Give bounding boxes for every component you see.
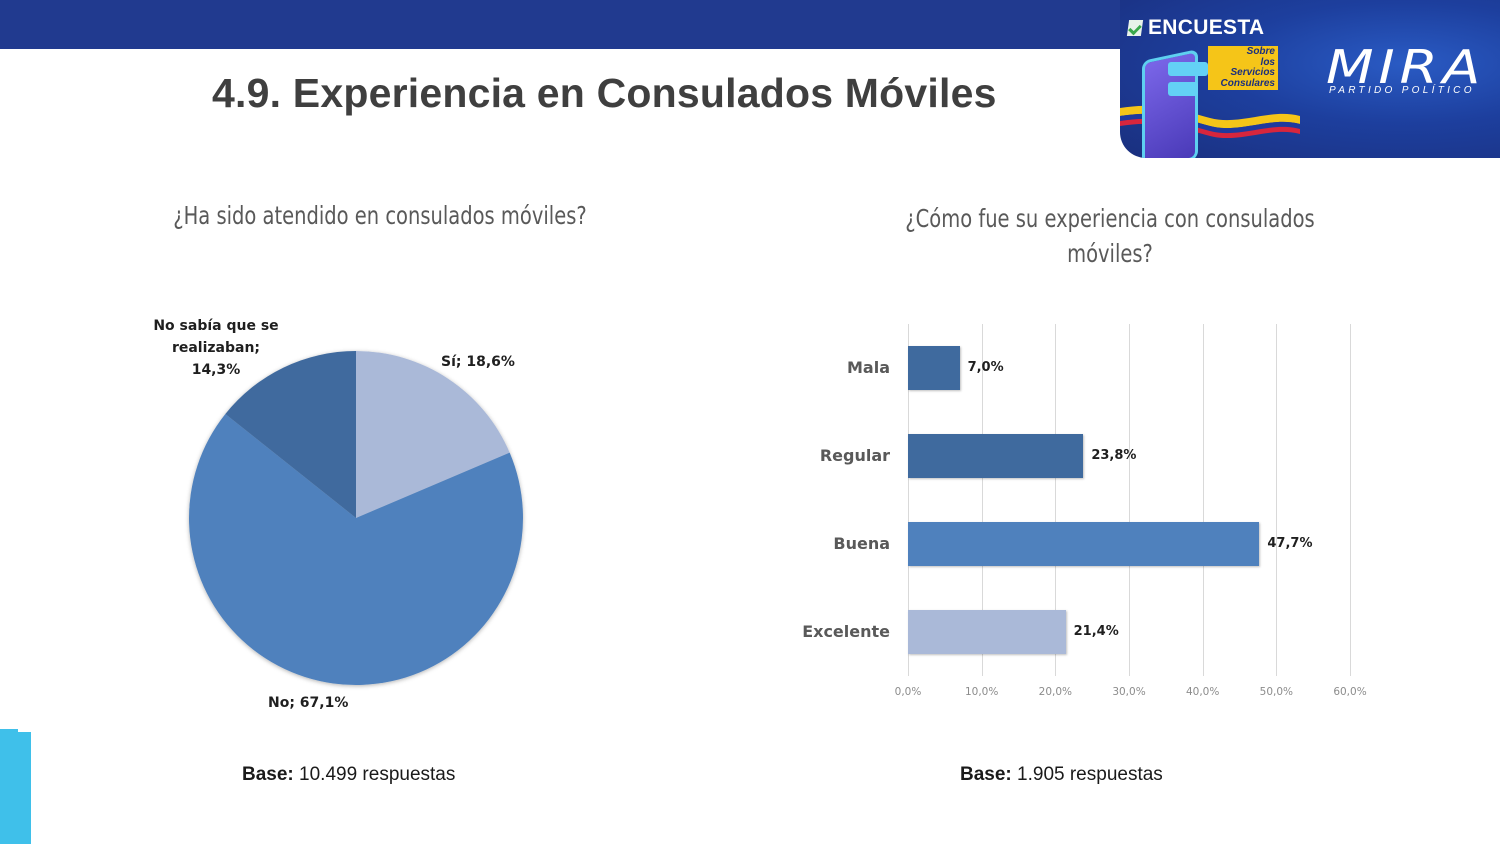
survey-badge: ENCUESTA [1126, 16, 1265, 40]
survey-tag: Sobre los Servicios Consulares [1208, 46, 1278, 90]
pie-slices [189, 351, 523, 685]
bar-category-label: Excelente [802, 622, 890, 641]
gridline [1129, 324, 1130, 676]
pie-label-no: No; 67,1% [268, 695, 349, 711]
x-axis-tick: 10,0% [964, 686, 999, 698]
survey-label: ENCUESTA [1148, 16, 1265, 39]
pie-chart [189, 351, 523, 685]
pie-slice [225, 351, 356, 518]
bar-base-note: Base: 1.905 respuestas [960, 764, 1163, 785]
bar-chart-question: ¿Cómo fue su experiencia con consulados … [905, 204, 1315, 268]
mira-logo: MIRA [1326, 40, 1486, 94]
check-icon [1126, 20, 1144, 36]
page-title: 4.9. Experiencia en Consulados Móviles [212, 70, 997, 116]
gridline [908, 324, 909, 676]
gridline [1055, 324, 1057, 676]
bar-value-label: 23,8% [1091, 448, 1137, 463]
ui-card-icon [1168, 82, 1198, 96]
bar-value-label: 21,4% [1073, 624, 1119, 639]
brand-banner: ENCUESTA Sobre los Servicios Consulares … [1120, 0, 1500, 158]
pie-label-si: Sí; 18,6% [441, 354, 515, 370]
title-panel [0, 49, 1122, 189]
bar-mala [908, 346, 960, 390]
bar-value-label: 47,7% [1267, 536, 1313, 551]
gridline [1350, 324, 1351, 676]
bar-chart: 7,0% 23,8% 47,7% 21,4% [908, 324, 1351, 676]
x-axis-tick: 20,0% [1038, 686, 1072, 698]
bar-buena [908, 522, 1260, 566]
mira-logo-subtitle: PARTIDO POLÍTICO [1329, 85, 1475, 96]
pie-label-nosabia: No sabía que se realizaban; 14,3% [153, 318, 279, 378]
pie-slice [189, 413, 523, 685]
gridline [1276, 324, 1278, 676]
bar-category-label: Regular [819, 446, 890, 465]
gridline [1202, 324, 1204, 676]
bar-value-label: 7,0% [967, 360, 1004, 375]
pie-chart-question: ¿Ha sido atendido en consulados móviles? [173, 201, 587, 230]
bar-regular [908, 434, 1084, 478]
gridline [981, 324, 983, 676]
x-axis-tick: 30,0% [1112, 686, 1146, 698]
x-axis-tick: 50,0% [1259, 686, 1293, 698]
bar-category-label: Buena [833, 534, 890, 553]
x-axis-tick: 60,0% [1333, 686, 1367, 698]
bar-excelente [908, 610, 1066, 654]
pie-base-note: Base: 10.499 respuestas [242, 764, 456, 785]
pie-slice [356, 351, 510, 518]
ui-card-icon [1168, 62, 1208, 76]
bar-category-label: Mala [847, 358, 890, 377]
accent-block [0, 729, 31, 844]
x-axis-tick: 0,0% [894, 686, 922, 698]
x-axis-tick: 40,0% [1185, 686, 1220, 698]
